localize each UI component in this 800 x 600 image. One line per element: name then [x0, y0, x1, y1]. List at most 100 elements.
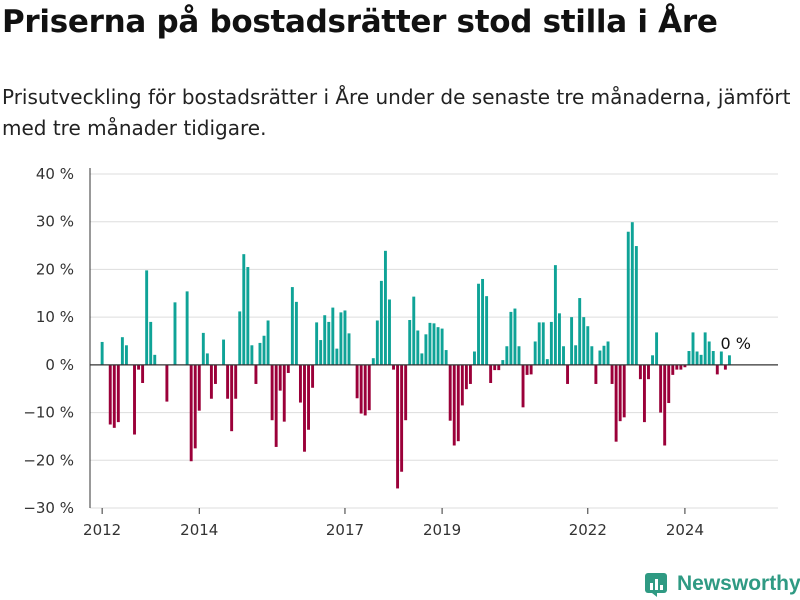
chart-bar	[634, 246, 638, 365]
chart-bar	[687, 351, 691, 365]
chart-bar	[294, 301, 298, 365]
chart-bar	[408, 320, 412, 365]
chart-bar	[266, 320, 270, 365]
chart-bar	[112, 364, 116, 428]
chart-bar	[262, 335, 266, 365]
chart-bar	[238, 311, 242, 365]
chart-bar	[614, 364, 618, 442]
chart-bar	[578, 298, 582, 365]
chart-bar	[452, 364, 456, 446]
chart-bar	[468, 364, 472, 384]
chart-bar	[723, 364, 727, 370]
chart-bar	[703, 332, 707, 365]
chart-bar	[375, 320, 379, 365]
page-title: Priserna på bostadsrätter stod stilla i …	[2, 4, 718, 40]
chart-bar	[145, 270, 149, 365]
chart-bar	[533, 341, 537, 365]
chart-bar	[153, 354, 157, 365]
x-tick-label: 2017	[326, 521, 364, 539]
chart-bar	[513, 308, 517, 365]
chart-bar	[456, 364, 460, 442]
chart-bar	[642, 364, 646, 423]
chart-bar	[638, 364, 642, 380]
last-value-label: 0 %	[720, 334, 750, 353]
chart-bar	[404, 364, 408, 421]
chart-bar	[124, 345, 128, 365]
chart-bar	[298, 364, 302, 403]
chart-bar	[444, 350, 448, 365]
chart-bar	[485, 296, 489, 365]
chart-bar	[570, 317, 574, 365]
chart-bar	[400, 364, 404, 472]
chart-bar	[574, 345, 578, 365]
y-tick-label: 40 %	[36, 165, 74, 183]
chart-bar	[363, 364, 367, 416]
chart-bar	[205, 353, 209, 365]
chart-bar	[525, 364, 529, 375]
chart-bar	[606, 341, 610, 365]
chart-bar	[149, 321, 153, 365]
chart-bar	[521, 364, 525, 408]
chart-bar	[359, 364, 363, 414]
chart-bar	[270, 364, 274, 421]
chart-bar	[226, 364, 230, 399]
chart-bar	[201, 332, 205, 365]
chart-bar	[197, 364, 201, 411]
newsworthy-brand[interactable]: Newsworthy	[644, 570, 800, 598]
chart-bar	[622, 364, 626, 418]
chart-bar	[727, 355, 731, 365]
chart-bar	[505, 346, 509, 365]
chart-bar	[493, 364, 497, 371]
label-layer: 40 % 30 % 20 % 10 % 0 % −10 % −20 % −30 % 2012 20…	[23, 165, 751, 539]
chart-bar	[230, 364, 234, 432]
y-tick-label: −10 %	[23, 404, 74, 422]
x-tick-label: 2024	[666, 521, 704, 539]
chart-bar	[420, 353, 424, 365]
chart-bar	[460, 364, 464, 406]
chart-bar	[311, 364, 315, 388]
chart-bar	[590, 346, 594, 365]
chart-bar	[448, 364, 452, 421]
chart-bar	[424, 334, 428, 365]
chart-bar	[553, 265, 557, 365]
x-tick-label: 2014	[180, 521, 218, 539]
chart-bar	[282, 364, 286, 422]
chart-bar	[618, 364, 622, 422]
chart-bar	[246, 267, 250, 365]
chart-bar	[286, 364, 290, 373]
y-tick-label: 0 %	[45, 356, 74, 374]
newsworthy-logo-icon	[645, 573, 667, 597]
chart-bar	[100, 341, 104, 365]
chart-bar	[602, 345, 606, 365]
chart-bar	[647, 364, 650, 380]
x-tick-label: 2019	[423, 521, 461, 539]
chart-bar	[489, 364, 493, 383]
chart-bar	[586, 326, 590, 365]
chart-bar	[367, 364, 371, 411]
chart-bar	[371, 358, 375, 365]
chart-bar	[396, 364, 400, 489]
chart-bar	[254, 364, 258, 384]
chart-bar	[517, 346, 521, 365]
x-tick-label: 2012	[83, 521, 121, 539]
chart-bar	[234, 364, 238, 399]
chart-bar	[250, 345, 254, 365]
chart-bar	[108, 364, 112, 425]
chart-bar	[683, 364, 687, 368]
chart-bar	[274, 364, 278, 447]
chart-bar	[315, 322, 319, 365]
chart-bar	[258, 342, 262, 365]
chart-bar	[319, 340, 323, 365]
chart-bar	[307, 364, 310, 430]
chart-bar	[116, 364, 120, 423]
chart-bar	[120, 337, 124, 365]
chart-bar	[416, 330, 420, 365]
chart-bar	[432, 323, 436, 365]
chart-bar	[719, 351, 723, 365]
chart-bar	[626, 231, 630, 365]
chart-bar	[566, 364, 570, 384]
chart-bar	[501, 360, 505, 365]
chart-bar	[222, 339, 226, 365]
page-subtitle: Prisutveckling för bostadsrätter i Åre u…	[2, 85, 791, 140]
chart-bar	[428, 322, 432, 365]
